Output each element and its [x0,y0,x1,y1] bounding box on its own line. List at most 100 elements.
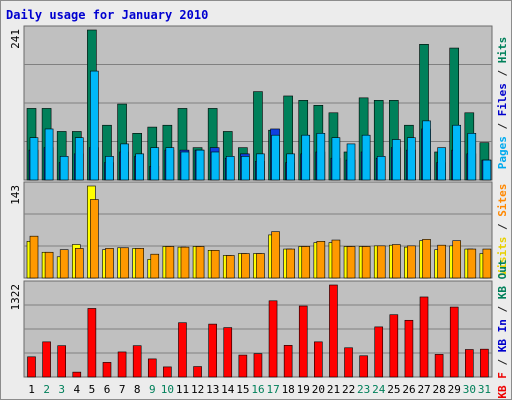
bar-pages [150,147,160,181]
bar-sites [346,246,356,279]
bar-kbf [193,366,202,378]
bar-sites [331,239,341,279]
x-tick-label: 8 [134,383,141,396]
x-tick-label: 2 [43,383,50,396]
bar-sites [256,253,265,279]
bar-kbf [419,296,429,378]
bar-pages [74,137,84,181]
bar-kbf [27,356,36,378]
bar-pages [376,156,386,181]
bar-sites [482,248,492,279]
x-tick-label: 20 [312,383,325,396]
bar-kbf [163,366,172,378]
bar-pages [29,137,39,181]
legend-top: Pages / Files / Hits [496,37,509,170]
bar-pages [392,139,401,181]
bar-kbf [253,353,263,378]
legend-entry: / [496,217,509,237]
bar-kbf [102,362,112,378]
bar-kbf [87,308,97,378]
legend-entry: / [496,63,509,83]
x-tick-label: 6 [104,383,111,396]
bar-pages [361,134,371,181]
bar-sites [407,245,416,279]
legend-entry: KB In [496,319,509,352]
bar-kbf [238,354,248,378]
legend-entry: Visits [496,237,509,277]
x-tick-label: 21 [327,383,340,396]
bar-pages [452,124,462,181]
x-tick-label: 22 [342,383,355,396]
bar-pages [225,156,235,181]
x-tick-label: 29 [448,383,461,396]
x-tick-label: 27 [417,383,430,396]
bar-kbf [178,322,187,378]
x-tick-label: 11 [176,383,189,396]
bar-sites [316,241,326,279]
bar-pages [482,159,492,181]
legend-entry: / [496,352,509,372]
legend-entry: Sites [496,184,509,217]
bar-kbf [344,347,353,378]
bar-pages [407,137,416,181]
bar-sites [44,251,54,279]
bar-kbf [57,345,66,378]
bar-kbf [449,306,459,378]
legend-entry: Files [496,83,509,116]
bar-sites [135,248,144,279]
bar-pages [271,134,280,181]
bar-sites [165,246,175,279]
bar-kbf [298,305,308,378]
bar-sites [376,245,386,279]
x-tick-label: 25 [387,383,400,396]
bar-sites [452,240,462,279]
bar-sites [225,255,235,279]
bar-sites [59,249,69,279]
legend-entry: Hits [496,37,509,64]
bar-kbf [434,354,444,378]
bar-sites [150,253,160,279]
legend-entry: / [496,299,509,319]
x-tick-label: 12 [191,383,204,396]
bar-pages [120,143,129,181]
bar-pages [44,128,54,181]
bar-pages [301,134,311,181]
bar-kbf [314,341,323,378]
bar-kbf [208,323,217,378]
bar-sites [271,231,280,279]
legend-middle: Visits / Sites [496,184,509,277]
bar-kbf [72,371,82,378]
x-tick-label: 23 [357,383,370,396]
bar-sites [241,253,250,279]
bar-sites [195,246,205,279]
bar-kbf [374,326,384,378]
bar-sites [29,235,39,279]
bar-sites [210,250,220,279]
bar-sites [422,239,431,279]
bar-pages [59,156,69,181]
bar-kbf [268,300,278,378]
bar-pages [90,70,99,181]
bar-sites [437,244,446,279]
x-tick-label: 26 [402,383,415,396]
bar-sites [467,248,477,279]
bar-pages [346,143,356,181]
bar-sites [392,244,401,279]
bar-pages [316,133,326,181]
bar-kbf [480,348,489,378]
bar-kbf [329,284,338,378]
bar-kbf [132,345,142,378]
bar-sites [180,246,190,279]
x-tick-label: 13 [206,383,219,396]
legend-entry: / [496,116,509,136]
bar-pages [135,153,144,181]
x-tick-label: 3 [58,383,65,396]
legend-entry: KB Out [496,259,509,299]
bar-pages [422,120,431,181]
x-tick-label: 16 [251,383,264,396]
bar-kbf [117,351,127,378]
x-tick-label: 7 [119,383,126,396]
x-tick-label: 14 [221,383,235,396]
bar-sites [105,248,114,279]
legend-entry: Pages [496,136,509,169]
